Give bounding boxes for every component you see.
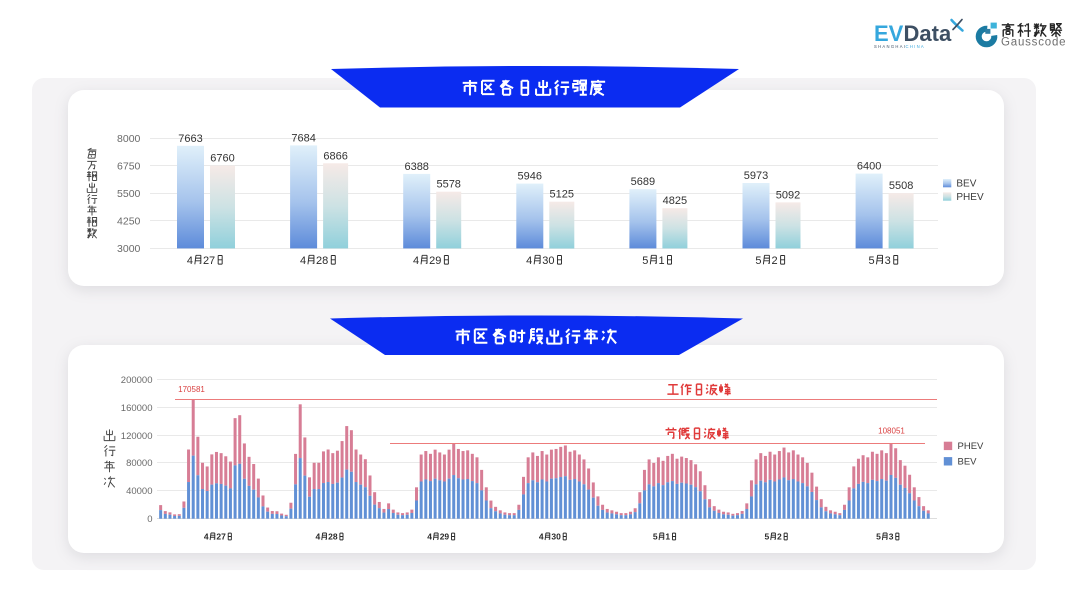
svg-text:7684: 7684 — [291, 132, 315, 144]
svg-text:5: 5 — [868, 255, 874, 267]
svg-text:5092: 5092 — [776, 189, 800, 201]
svg-text:2: 2 — [316, 255, 322, 267]
svg-text:5: 5 — [755, 255, 761, 267]
svg-text:2: 2 — [429, 255, 435, 267]
svg-text:5500: 5500 — [117, 188, 141, 200]
svg-text:108051: 108051 — [878, 426, 905, 435]
svg-text:2: 2 — [203, 255, 209, 267]
svg-text:SHANGHAI: SHANGHAI — [874, 44, 906, 49]
svg-text:1: 1 — [665, 532, 670, 542]
svg-text:CHINA: CHINA — [906, 44, 926, 49]
svg-text:4: 4 — [187, 255, 193, 267]
svg-text:200000: 200000 — [121, 375, 153, 386]
svg-text:4: 4 — [300, 255, 306, 267]
svg-text:4: 4 — [316, 532, 321, 542]
svg-text:4825: 4825 — [663, 195, 687, 207]
svg-text:5578: 5578 — [436, 179, 460, 191]
svg-text:3000: 3000 — [117, 243, 141, 255]
svg-text:BEV: BEV — [958, 457, 978, 468]
svg-text:2: 2 — [216, 532, 221, 542]
svg-text:170581: 170581 — [178, 385, 205, 394]
svg-text:4: 4 — [413, 255, 419, 267]
svg-text:160000: 160000 — [121, 403, 153, 414]
svg-text:80000: 80000 — [126, 458, 152, 469]
svg-text:0: 0 — [147, 514, 152, 525]
svg-text:6866: 6866 — [323, 150, 347, 162]
svg-text:5: 5 — [642, 255, 648, 267]
svg-text:7: 7 — [209, 255, 215, 267]
svg-text:Data: Data — [904, 21, 952, 46]
svg-text:5508: 5508 — [889, 180, 913, 192]
svg-text:9: 9 — [444, 532, 449, 542]
svg-text:3: 3 — [889, 532, 894, 542]
svg-text:Gausscode: Gausscode — [1001, 37, 1066, 49]
svg-text:2: 2 — [328, 532, 333, 542]
svg-text:EV: EV — [874, 21, 904, 46]
svg-text:5: 5 — [876, 532, 881, 542]
svg-text:5125: 5125 — [550, 189, 574, 201]
svg-text:8: 8 — [322, 255, 328, 267]
svg-text:6400: 6400 — [857, 161, 881, 173]
svg-text:4: 4 — [539, 532, 544, 542]
svg-text:5689: 5689 — [631, 176, 655, 188]
svg-text:120000: 120000 — [121, 431, 153, 442]
svg-text:6760: 6760 — [210, 153, 234, 165]
svg-text:0: 0 — [548, 255, 554, 267]
svg-text:5: 5 — [765, 532, 770, 542]
svg-text:4: 4 — [427, 532, 432, 542]
svg-text:5: 5 — [653, 532, 658, 542]
svg-text:40000: 40000 — [126, 486, 152, 497]
svg-text:8: 8 — [333, 532, 338, 542]
svg-text:7: 7 — [221, 532, 226, 542]
svg-text:1: 1 — [658, 255, 664, 267]
svg-text:8000: 8000 — [117, 133, 141, 145]
svg-text:PHEV: PHEV — [956, 192, 984, 203]
svg-text:7663: 7663 — [178, 133, 202, 145]
svg-text:4250: 4250 — [117, 216, 141, 228]
svg-text:3: 3 — [885, 255, 891, 267]
svg-text:2: 2 — [440, 532, 445, 542]
svg-text:4: 4 — [526, 255, 532, 267]
svg-text:2: 2 — [777, 532, 782, 542]
svg-text:6750: 6750 — [117, 161, 141, 173]
svg-text:5946: 5946 — [518, 171, 542, 183]
svg-text:BEV: BEV — [956, 179, 976, 190]
svg-text:6388: 6388 — [404, 161, 428, 173]
svg-text:PHEV: PHEV — [958, 441, 985, 452]
svg-text:5973: 5973 — [744, 170, 768, 182]
svg-text:0: 0 — [556, 532, 561, 542]
svg-text:3: 3 — [551, 532, 556, 542]
svg-text:9: 9 — [435, 255, 441, 267]
svg-text:3: 3 — [542, 255, 548, 267]
svg-text:4: 4 — [204, 532, 209, 542]
svg-text:2: 2 — [772, 255, 778, 267]
